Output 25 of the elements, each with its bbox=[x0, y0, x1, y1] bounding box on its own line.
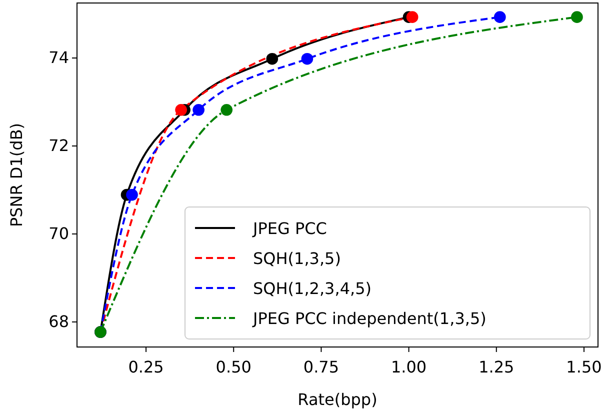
point bbox=[175, 104, 187, 116]
legend-label: JPEG PCC independent(1,3,5) bbox=[252, 309, 486, 328]
x-tick-label: 0.25 bbox=[128, 358, 164, 377]
point bbox=[192, 104, 204, 116]
x-axis-title: Rate(bpp) bbox=[298, 390, 378, 409]
point bbox=[406, 11, 418, 23]
y-tick-label: 74 bbox=[48, 48, 69, 68]
y-axis-title: PSNR D1(dB) bbox=[7, 122, 26, 228]
point bbox=[571, 11, 583, 23]
x-tick-label: 1.00 bbox=[390, 358, 427, 377]
point bbox=[494, 11, 506, 23]
x-tick-label: 1.50 bbox=[566, 358, 602, 377]
y-tick-label: 72 bbox=[48, 136, 69, 156]
x-tick-label: 1.25 bbox=[478, 358, 514, 377]
y-tick-label: 70 bbox=[48, 224, 69, 244]
x-tick-label: 0.50 bbox=[216, 358, 252, 377]
legend-label: JPEG PCC bbox=[252, 219, 327, 238]
legend-label: SQH(1,2,3,4,5) bbox=[253, 279, 372, 298]
legend-label: SQH(1,3,5) bbox=[253, 249, 341, 268]
point bbox=[266, 52, 278, 65]
y-tick-label: 68 bbox=[48, 312, 69, 332]
x-tick-label: 0.75 bbox=[303, 358, 340, 377]
point bbox=[301, 52, 314, 65]
point bbox=[126, 188, 138, 201]
point bbox=[220, 104, 233, 116]
